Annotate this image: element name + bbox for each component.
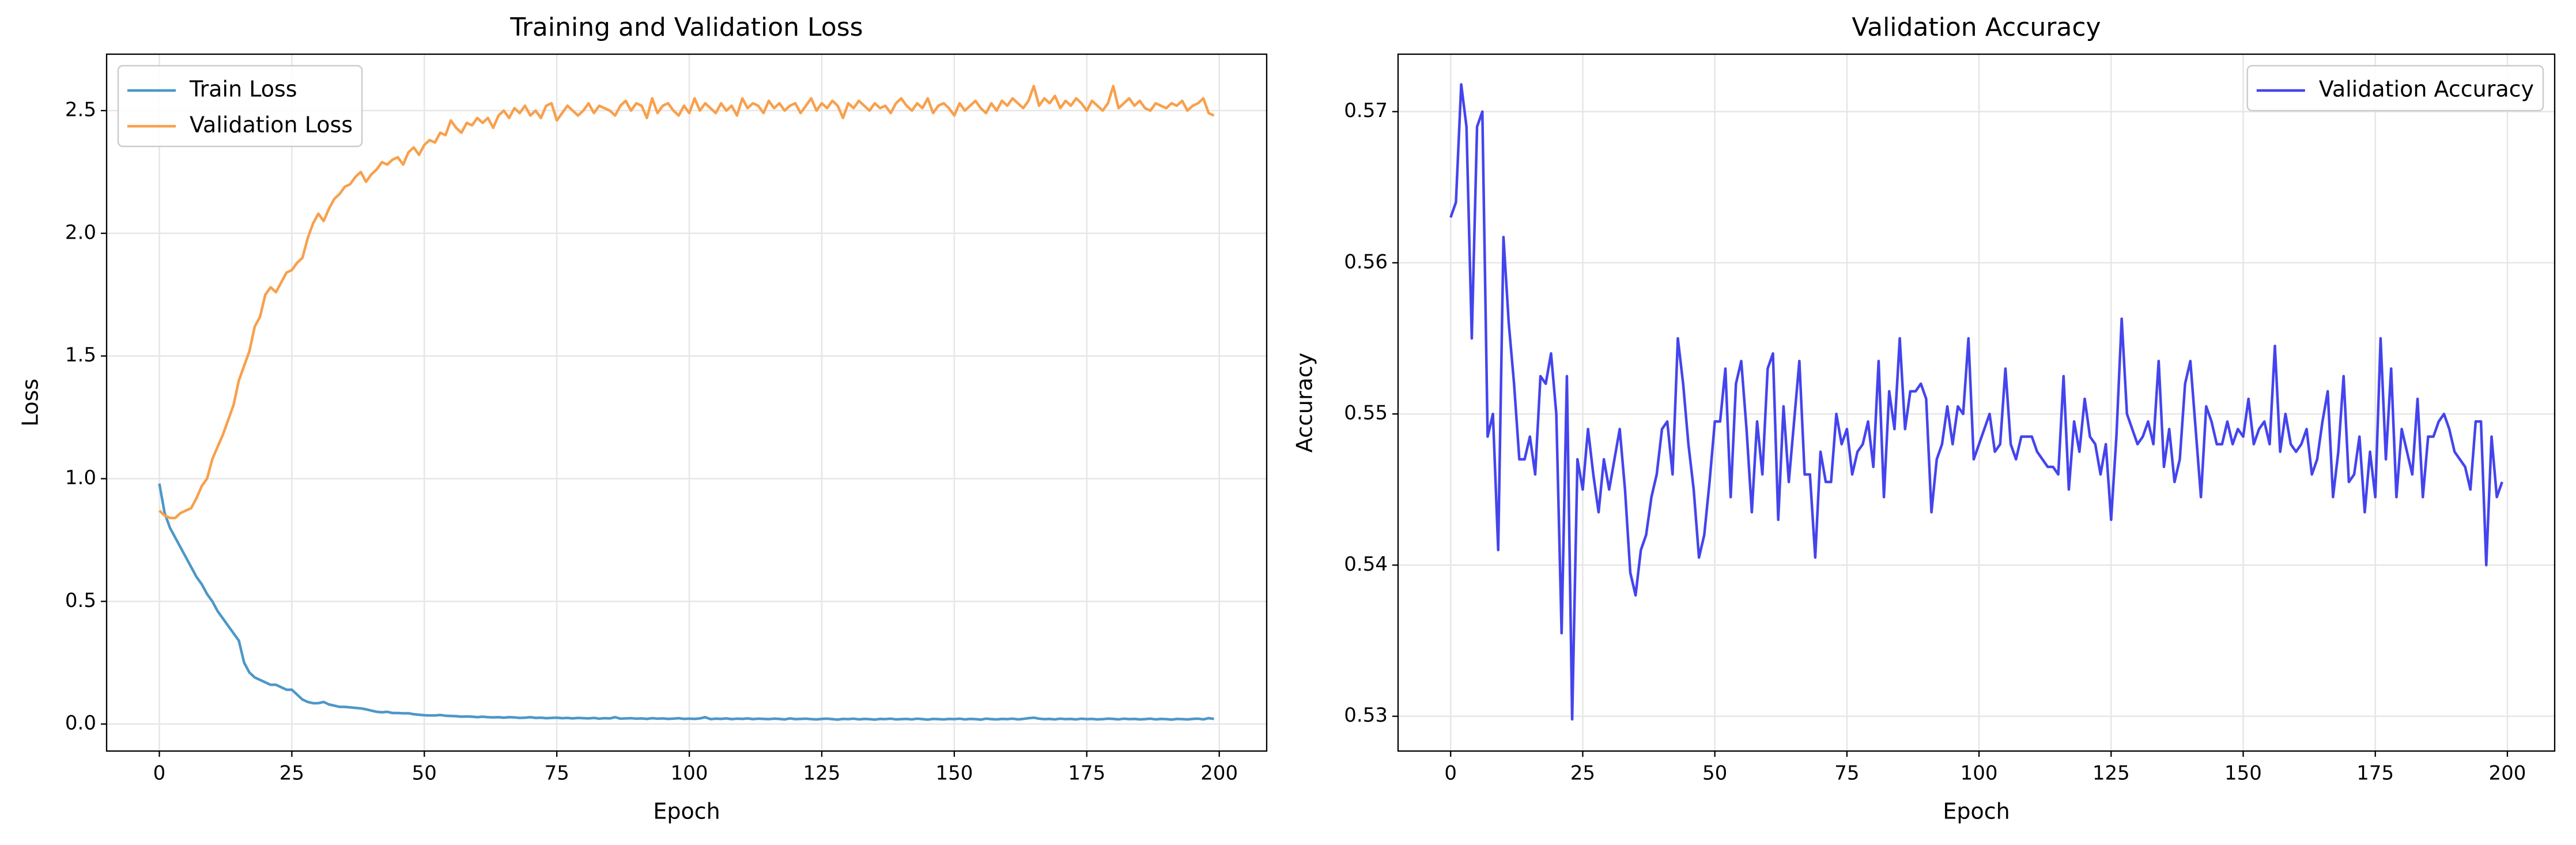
x-tick-label: 100 <box>1961 762 1998 785</box>
x-tick-label: 50 <box>412 762 437 785</box>
axes-frame <box>1397 53 2556 752</box>
legend-label: Train Loss <box>189 77 297 102</box>
legend-label: Validation Loss <box>190 112 353 138</box>
x-tick-label: 25 <box>279 762 304 785</box>
x-tick-label: 150 <box>2224 762 2262 785</box>
legend-label: Validation Accuracy <box>2319 77 2534 102</box>
x-tick-label: 125 <box>803 762 841 785</box>
axes-frame <box>105 53 1268 752</box>
legend-box <box>2246 65 2544 112</box>
x-tick-label: 125 <box>2092 762 2130 785</box>
x-tick-label: 0 <box>1444 762 1457 785</box>
y-tick-label: 0.54 <box>1344 553 1388 576</box>
chart-panel: 0 25 50 75 100 125 150 175 200 0.53 0.54 0.55 0.56 0.… <box>1292 13 2556 824</box>
x-tick-label: 200 <box>1200 762 1238 785</box>
plot-area <box>158 85 1215 721</box>
y-tick-label: 2.5 <box>65 98 96 121</box>
x-axis-label: Epoch <box>1943 799 2010 824</box>
x-tick-label: 100 <box>671 762 708 785</box>
chart-panel: 0 25 50 75 100 125 150 175 200 0.0 0.5 1.0 1.5 2.0 2.5… <box>18 13 1268 824</box>
line-series <box>1449 83 2503 721</box>
y-tick-label: 0.57 <box>1344 99 1388 122</box>
y-tick-label: 1.0 <box>65 466 96 489</box>
chart-title: Validation Accuracy <box>1852 13 2101 42</box>
x-tick-label: 175 <box>1068 762 1105 785</box>
y-tick-label: 1.5 <box>65 344 96 367</box>
x-tick-label: 50 <box>1702 762 1727 785</box>
x-tick-label: 25 <box>1570 762 1595 785</box>
y-axis-label: Accuracy <box>1292 353 1317 453</box>
x-tick-label: 200 <box>2488 762 2526 785</box>
x-tick-label: 150 <box>935 762 973 785</box>
y-tick-label: 0.55 <box>1344 402 1388 425</box>
chart-title: Training and Validation Loss <box>509 13 863 42</box>
line-series <box>158 85 1215 519</box>
y-tick-label: 0.56 <box>1344 250 1388 273</box>
legend-box <box>117 65 363 148</box>
y-tick-label: 0.0 <box>65 712 96 735</box>
y-tick-label: 2.0 <box>65 221 96 244</box>
y-tick-label: 0.5 <box>65 589 96 612</box>
y-axis-label: Loss <box>18 379 43 427</box>
plot-area <box>1449 83 2503 721</box>
y-tick-label: 0.53 <box>1344 704 1388 727</box>
x-axis-label: Epoch <box>653 799 720 824</box>
x-tick-label: 75 <box>1834 762 1859 785</box>
legend: Validation Accuracy <box>2246 65 2544 112</box>
line-series <box>158 483 1214 721</box>
x-tick-label: 75 <box>545 762 569 785</box>
x-tick-label: 0 <box>153 762 166 785</box>
legend: Train Loss Validation Loss <box>117 65 363 148</box>
x-tick-label: 175 <box>2356 762 2394 785</box>
